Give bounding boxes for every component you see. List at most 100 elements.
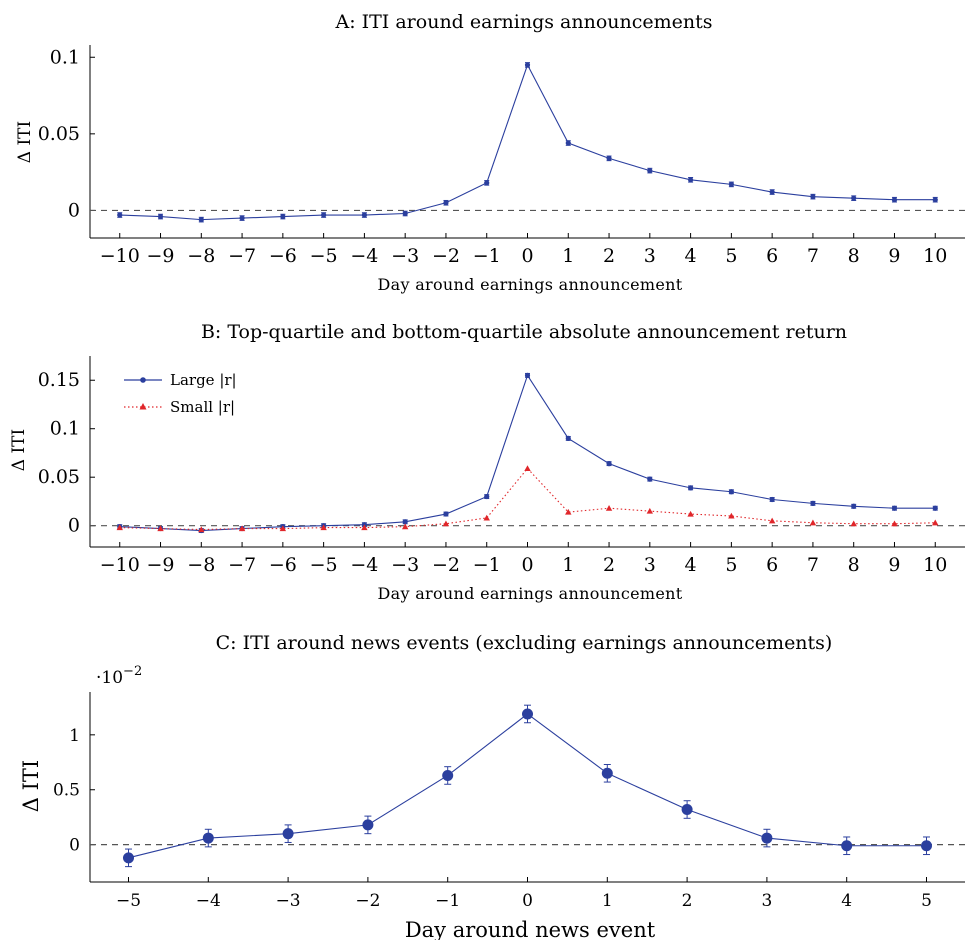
data-point (891, 520, 898, 527)
data-point (606, 155, 612, 161)
data-point (484, 180, 490, 186)
data-point (157, 213, 164, 220)
data-point (524, 62, 531, 68)
x-tick-label: −10 (100, 554, 140, 576)
x-tick-label: 6 (766, 554, 778, 576)
x-tick-label: −10 (100, 245, 140, 267)
x-tick-label: −5 (310, 554, 338, 576)
x-tick-label: −1 (473, 245, 501, 267)
x-tick-label: 5 (725, 554, 737, 576)
x-tick-label: 0 (522, 891, 533, 911)
x-tick-label: −3 (391, 245, 419, 267)
panel-c-x-label: Day around news event (405, 918, 656, 940)
x-tick-label: 10 (923, 245, 947, 267)
data-point (565, 508, 572, 515)
data-point (681, 804, 693, 816)
data-point (123, 852, 134, 864)
panel-a-x-label: Day around earnings announcement (378, 275, 683, 294)
data-point (280, 213, 286, 220)
x-tick-label: −4 (196, 891, 221, 911)
panel-a: A: ITI around earnings announcements Δ I… (15, 11, 965, 294)
y-tick-label: 0.05 (38, 466, 80, 488)
data-point (483, 514, 490, 521)
data-point (921, 840, 932, 852)
data-point (442, 769, 454, 781)
data-point (401, 523, 409, 530)
data-point (238, 525, 246, 532)
x-tick-label: 7 (807, 245, 819, 267)
x-tick-label: −7 (228, 245, 256, 267)
series-0-line (128, 713, 927, 859)
x-tick-label: 0 (521, 554, 533, 576)
x-tick-label: −9 (147, 554, 175, 576)
data-point (810, 500, 816, 506)
data-point (320, 524, 327, 531)
data-point (565, 140, 571, 146)
data-point (769, 496, 775, 503)
data-point (688, 485, 694, 491)
x-tick-label: 10 (923, 554, 947, 576)
x-tick-label: −2 (432, 554, 460, 576)
data-point (809, 519, 817, 526)
data-point (522, 708, 533, 720)
data-point (157, 525, 164, 532)
series-0-line (119, 374, 936, 532)
x-tick-label: 7 (807, 554, 819, 576)
x-tick-label: −9 (147, 245, 175, 267)
data-point (402, 519, 408, 525)
data-point (768, 517, 776, 524)
data-point (932, 519, 939, 526)
data-point (769, 189, 775, 195)
x-tick-label: 9 (888, 554, 900, 576)
x-tick-label: 8 (848, 554, 860, 576)
data-point (688, 177, 694, 183)
x-tick-label: −5 (116, 891, 141, 911)
data-point (606, 461, 612, 467)
panel-a-y-label: Δ ITI (15, 121, 35, 163)
data-point (239, 215, 245, 221)
x-tick-label: 8 (848, 245, 860, 267)
x-tick-label: −6 (269, 554, 297, 576)
legend-small-marker (139, 403, 147, 410)
panel-c-plot: −5 −4 −3 −2 −1 0 1 2 3 4 5 0 0.5 1 (53, 692, 965, 911)
x-tick-label: 5 (921, 891, 932, 911)
data-point (761, 832, 773, 844)
data-point (687, 510, 694, 517)
data-point (850, 520, 857, 527)
data-point (198, 526, 205, 533)
panel-c-y-multiplier: ·10−2 (96, 664, 142, 688)
data-point (565, 435, 571, 442)
data-point (443, 200, 449, 206)
x-tick-label: 1 (602, 891, 613, 911)
x-tick-label: −1 (473, 554, 501, 576)
data-point (443, 511, 449, 517)
data-point (202, 832, 214, 844)
panel-c-y-label: Δ ITI (19, 760, 43, 812)
data-point (728, 489, 734, 495)
y-tick-label: 1 (69, 726, 80, 746)
data-point (362, 819, 374, 831)
y-tick-label: 0.5 (53, 781, 80, 801)
data-point (484, 493, 490, 500)
data-point (728, 181, 734, 187)
data-point (282, 828, 294, 840)
data-point (932, 505, 938, 511)
legend-small-label: Small |r| (170, 398, 235, 416)
data-point (524, 372, 531, 378)
y-tick-label: 0.1 (50, 418, 80, 440)
data-point (117, 212, 123, 218)
panel-b-title: B: Top-quartile and bottom-quartile abso… (201, 321, 847, 343)
x-tick-label: 4 (685, 554, 697, 576)
data-point (402, 210, 408, 217)
data-point (605, 505, 613, 511)
legend-large-label: Large |r| (170, 371, 237, 389)
panel-b-plot: −10 −9 −8 −7 −6 −5 −4 −3 −2 −1 0 1 2 3 4 5 6 7 8 9 1000.050.… (38, 356, 965, 576)
x-tick-label: −4 (350, 554, 378, 576)
y-tick-label: 0.05 (38, 123, 80, 145)
data-point (891, 197, 898, 203)
data-point (321, 212, 327, 218)
x-tick-label: 2 (603, 554, 615, 576)
x-tick-label: −5 (310, 245, 338, 267)
x-tick-label: 0 (521, 245, 533, 267)
data-point (810, 194, 816, 200)
